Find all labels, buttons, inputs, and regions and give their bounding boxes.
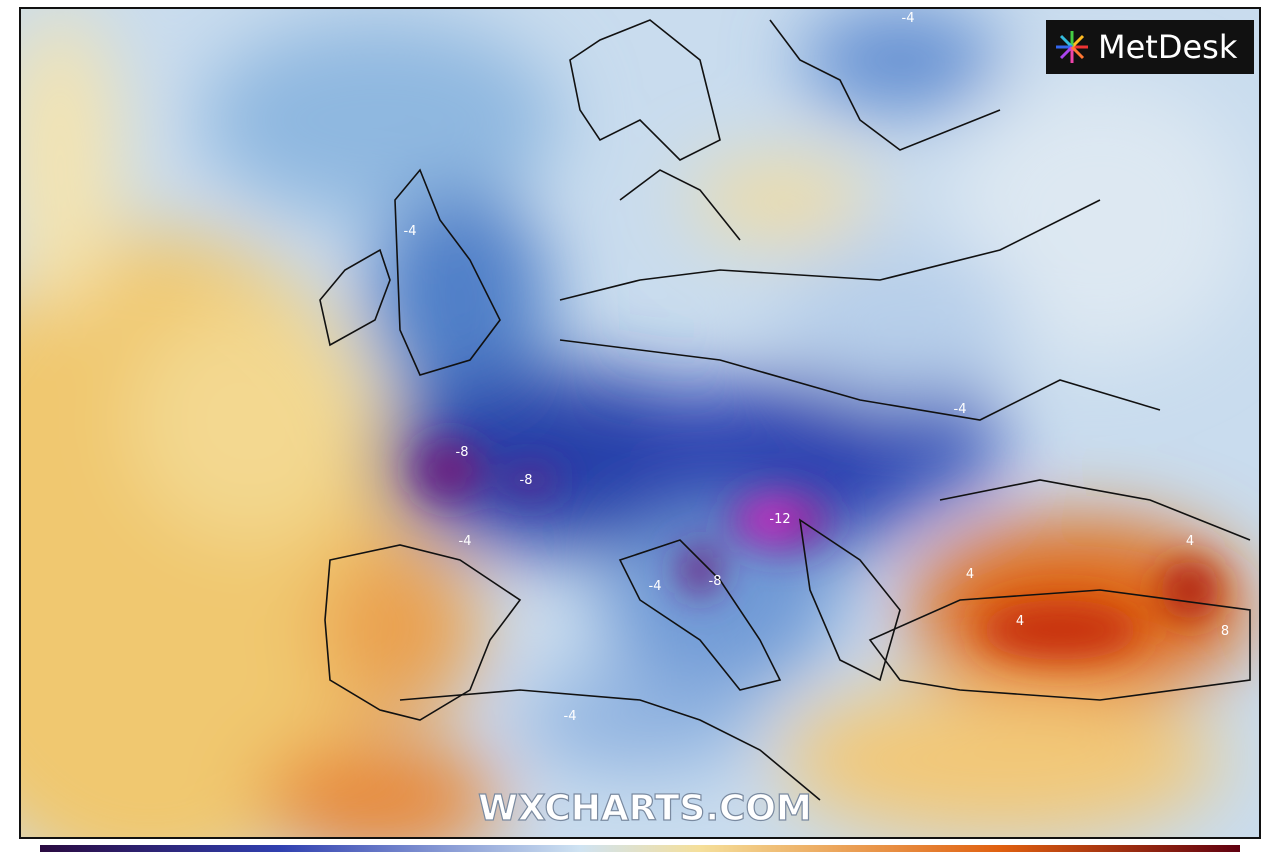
contour-label: 4 bbox=[1186, 534, 1194, 549]
logo-icon bbox=[1056, 31, 1088, 63]
temperature-field: -4 -8 -8 -12 -8 -4 -4 -4 4 4 4 8 -4 -4 WXCHARTS.COM bbox=[20, 8, 1260, 838]
contour-label: -4 bbox=[954, 402, 967, 417]
contour-label: -4 bbox=[404, 224, 417, 239]
logo: MetDesk bbox=[1046, 20, 1254, 74]
watermark: WXCHARTS.COM bbox=[478, 788, 812, 829]
contour-label: -4 bbox=[459, 534, 472, 549]
coastlines bbox=[319, 19, 1251, 801]
contour-label: -12 bbox=[769, 512, 790, 527]
contour-label: -8 bbox=[520, 473, 533, 488]
contour-label: -8 bbox=[456, 445, 469, 460]
contour-label: 4 bbox=[966, 567, 974, 582]
color-bar bbox=[40, 845, 1240, 852]
contour-label: 4 bbox=[1016, 614, 1024, 629]
contour-label: -8 bbox=[709, 574, 722, 589]
contour-label: 8 bbox=[1221, 624, 1229, 639]
contour-label: -4 bbox=[649, 579, 662, 594]
contour-label: -4 bbox=[902, 11, 915, 26]
map-frame bbox=[19, 7, 1261, 839]
logo-text: MetDesk bbox=[1098, 28, 1238, 66]
contour-label: -4 bbox=[564, 709, 577, 724]
